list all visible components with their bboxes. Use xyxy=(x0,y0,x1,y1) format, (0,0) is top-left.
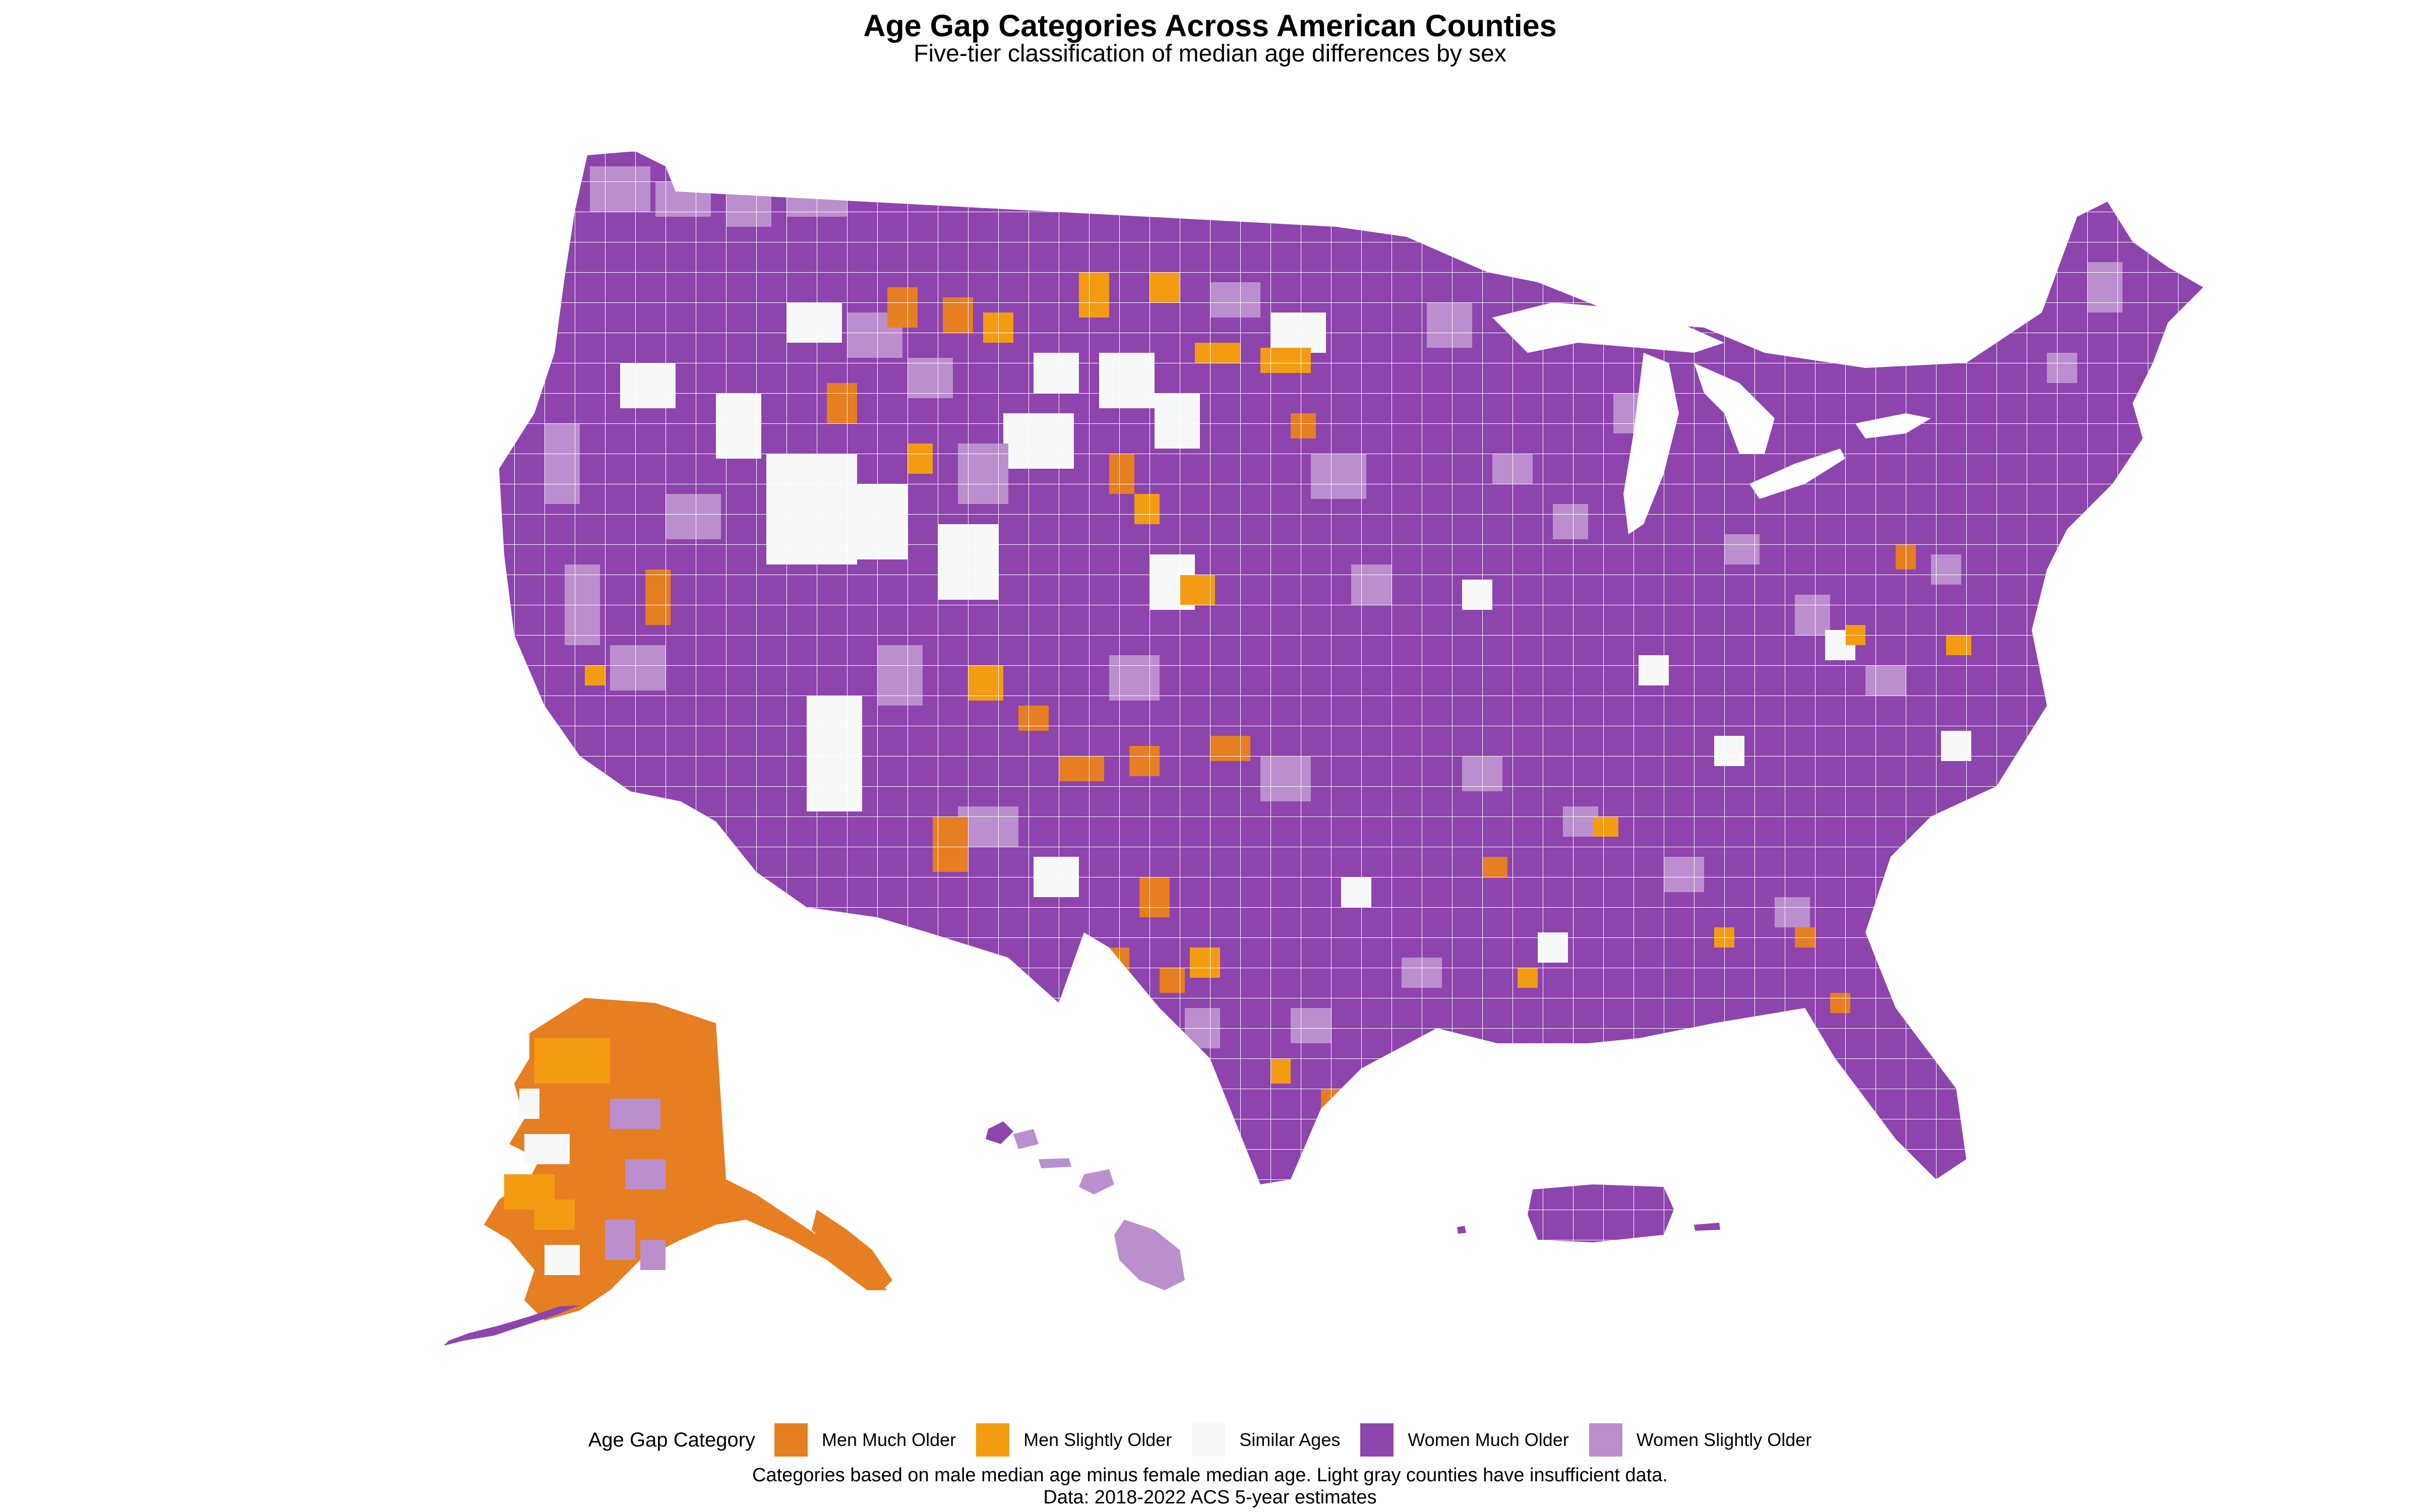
county-patch xyxy=(544,1245,580,1275)
legend-swatch-men-slightly-older xyxy=(976,1423,1010,1457)
legend-label-women-slightly-older: Women Slightly Older xyxy=(1636,1429,1812,1450)
maui-island xyxy=(1079,1169,1114,1194)
lake-erie xyxy=(1749,449,1845,499)
county-patch xyxy=(671,1174,701,1205)
puerto-rico-region xyxy=(1457,1182,1720,1245)
county-patch xyxy=(534,1200,575,1230)
county-borders xyxy=(499,151,2203,1184)
alaska-region xyxy=(444,998,892,1346)
county-patch xyxy=(524,1134,570,1164)
alaska-panhandle xyxy=(812,1210,892,1290)
legend-swatch-women-much-older xyxy=(1360,1423,1394,1457)
legend-label-men-much-older: Men Much Older xyxy=(822,1429,956,1450)
legend-item-similar-ages: Similar Ages xyxy=(1192,1423,1340,1457)
lake-superior xyxy=(1492,302,1724,353)
county-patch xyxy=(534,1038,610,1084)
map-subtitle: Five-tier classification of median age d… xyxy=(914,40,1506,67)
legend-item-men-slightly-older: Men Slightly Older xyxy=(976,1423,1172,1457)
county-patch xyxy=(610,1099,660,1129)
lake-michigan xyxy=(1623,353,1679,534)
contiguous-us-region xyxy=(499,151,2203,1184)
county-patch xyxy=(519,1089,539,1119)
legend-item-men-much-older: Men Much Older xyxy=(774,1423,956,1457)
alaska-borough-patches xyxy=(504,1038,701,1275)
map-title: Age Gap Categories Across American Count… xyxy=(863,9,1557,43)
legend-label-women-much-older: Women Much Older xyxy=(1408,1429,1569,1450)
legend-swatch-women-slightly-older xyxy=(1589,1423,1622,1457)
mona-island xyxy=(1457,1226,1466,1234)
legend-title: Age Gap Category xyxy=(588,1428,756,1451)
puerto-rico-municipio-borders xyxy=(1528,1182,1679,1245)
vieques-island xyxy=(1694,1223,1720,1231)
caption-method-note: Categories based on male median age minu… xyxy=(752,1465,1668,1486)
kauai-island xyxy=(986,1121,1013,1144)
legend-swatch-similar-ages xyxy=(1192,1423,1226,1457)
hawaii-big-island xyxy=(1114,1220,1185,1290)
legend-item-women-much-older: Women Much Older xyxy=(1360,1423,1569,1457)
hawaii-region xyxy=(986,1121,1185,1290)
lake-ontario xyxy=(1855,413,1931,438)
legend-swatch-men-much-older xyxy=(774,1423,808,1457)
oahu-island xyxy=(1013,1129,1039,1149)
map-caption: Categories based on male median age minu… xyxy=(0,1464,2420,1508)
aleutian-islands xyxy=(444,1305,580,1346)
molokai-island xyxy=(1039,1158,1071,1168)
caption-data-source: Data: 2018-2022 ACS 5-year estimates xyxy=(1043,1487,1377,1508)
legend-label-men-slightly-older: Men Slightly Older xyxy=(1023,1429,1172,1450)
county-patch xyxy=(640,1240,666,1270)
lake-huron xyxy=(1694,363,1775,454)
county-patch xyxy=(625,1159,666,1189)
map-legend: Age Gap Category Men Much Older Men Slig… xyxy=(0,1417,2420,1463)
legend-label-similar-ages: Similar Ages xyxy=(1239,1429,1341,1450)
county-patch xyxy=(605,1220,635,1260)
legend-item-women-slightly-older: Women Slightly Older xyxy=(1589,1423,1811,1457)
